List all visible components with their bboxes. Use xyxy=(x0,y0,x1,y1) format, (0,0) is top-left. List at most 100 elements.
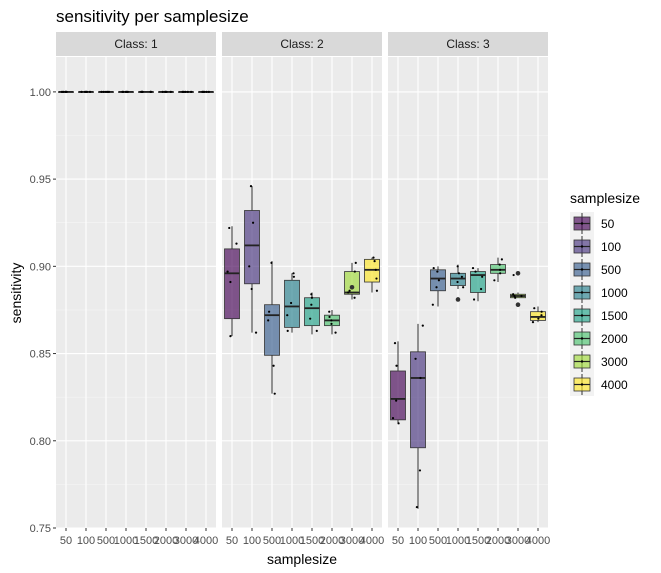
jitter-point xyxy=(207,90,210,93)
jitter-point xyxy=(512,293,515,296)
jitter-point xyxy=(273,392,276,395)
legend-label: 4000 xyxy=(601,378,628,392)
x-axis-title: samplesize xyxy=(267,551,337,567)
jitter-point xyxy=(83,90,87,93)
x-tick-label: 4000 xyxy=(194,535,218,547)
y-tick-label: 0.75 xyxy=(30,523,51,535)
jitter-point xyxy=(537,317,540,320)
y-tick-label: 0.90 xyxy=(30,261,51,273)
jitter-point xyxy=(309,317,312,320)
jitter-point xyxy=(498,263,501,266)
jitter-point xyxy=(373,260,376,263)
box-500 xyxy=(264,261,280,395)
box-50 xyxy=(390,341,406,425)
jitter-point xyxy=(268,310,271,313)
jitter-point xyxy=(415,505,418,509)
jitter-point xyxy=(189,90,193,93)
box-iqr xyxy=(410,351,426,449)
x-tick-label: 1500 xyxy=(466,535,490,547)
jitter-point xyxy=(149,90,153,93)
jitter-point xyxy=(374,268,377,271)
x-tick-label: 50 xyxy=(392,535,404,547)
jitter-point xyxy=(334,331,337,334)
jitter-point xyxy=(181,90,184,93)
legend-label: 1000 xyxy=(601,286,628,300)
x-tick-label: 2000 xyxy=(320,535,344,547)
box-500 xyxy=(430,266,446,307)
box-iqr xyxy=(284,279,300,328)
jitter-point xyxy=(64,90,67,93)
x-tick-label: 500 xyxy=(97,535,115,547)
jitter-point xyxy=(292,272,295,275)
jitter-point xyxy=(391,417,395,420)
box-50 xyxy=(224,226,240,338)
jitter-point xyxy=(270,261,273,264)
y-tick-label: 0.95 xyxy=(30,174,51,186)
x-tick-label: 100 xyxy=(409,535,427,547)
jitter-point xyxy=(493,279,496,282)
x-tick-label: 3000 xyxy=(506,535,530,547)
jitter-point xyxy=(184,90,187,93)
box-2000 xyxy=(490,257,506,283)
jitter-point xyxy=(100,90,103,93)
y-axis-title: sensitivity xyxy=(8,263,24,324)
jitter-point xyxy=(397,422,400,425)
jitter-point xyxy=(353,296,356,299)
outlier-point xyxy=(455,297,461,302)
jitter-point xyxy=(161,90,164,93)
jitter-point xyxy=(347,291,350,294)
jitter-point xyxy=(533,307,536,310)
jitter-point xyxy=(104,90,108,93)
jitter-point xyxy=(251,221,255,224)
legend-label: 500 xyxy=(601,263,621,277)
facet-strip xyxy=(56,32,216,56)
chart-title: sensitivity per samplesize xyxy=(56,7,249,26)
jitter-point xyxy=(310,296,314,299)
x-tick-label: 2000 xyxy=(486,535,510,547)
jitter-point xyxy=(286,329,289,332)
jitter-point xyxy=(124,90,127,93)
jitter-point xyxy=(372,256,375,259)
jitter-point xyxy=(80,90,83,93)
box-100 xyxy=(410,323,426,509)
facet-strip-label: Class: 2 xyxy=(280,37,324,51)
jitter-point xyxy=(474,270,477,273)
y-tick-label: 0.80 xyxy=(30,436,51,448)
box-100 xyxy=(244,184,260,334)
box-3000 xyxy=(178,90,194,93)
x-tick-label: 1500 xyxy=(300,535,324,547)
jitter-point xyxy=(254,331,258,334)
jitter-point xyxy=(85,90,89,93)
jitter-point xyxy=(310,303,313,306)
box-4000 xyxy=(530,306,546,324)
jitter-point xyxy=(431,303,434,306)
box-1000 xyxy=(118,90,134,93)
x-tick-label: 3000 xyxy=(340,535,364,547)
jitter-point xyxy=(106,90,109,93)
legend-label: 1500 xyxy=(601,309,628,323)
box-iqr xyxy=(344,271,360,295)
jitter-point xyxy=(499,272,502,275)
legend-label: 100 xyxy=(601,240,621,254)
legend-item-1500: 1500 xyxy=(570,304,628,327)
jitter-point xyxy=(267,319,270,322)
jitter-point xyxy=(479,287,483,291)
jitter-point xyxy=(375,277,378,280)
legend-label: 50 xyxy=(601,217,615,231)
jitter-point xyxy=(498,268,502,271)
x-tick-label: 100 xyxy=(243,535,261,547)
jitter-point xyxy=(88,90,92,93)
jitter-point xyxy=(330,322,333,325)
jitter-point xyxy=(414,357,417,360)
panel-background xyxy=(388,57,548,528)
jitter-point xyxy=(315,329,318,332)
jitter-point xyxy=(531,321,535,324)
jitter-point xyxy=(248,265,251,268)
box-iqr xyxy=(390,370,406,421)
legend-key-point xyxy=(580,314,584,317)
box-1000 xyxy=(284,272,300,333)
jitter-point xyxy=(395,364,398,367)
legend-item-3000: 3000 xyxy=(570,350,628,373)
